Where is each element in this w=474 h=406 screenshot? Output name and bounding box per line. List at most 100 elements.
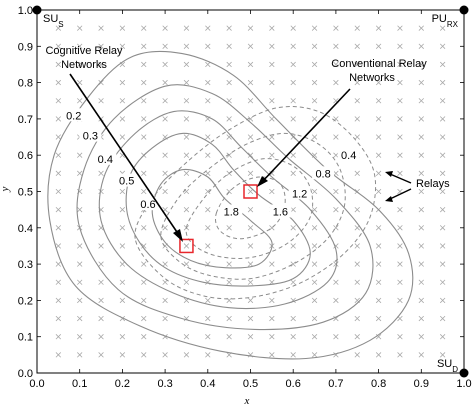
y-tick-label: 0.8 xyxy=(18,78,33,90)
relay-marker xyxy=(333,25,339,31)
relay-marker xyxy=(226,152,232,158)
conventional-label-bg xyxy=(312,166,335,180)
relay-marker xyxy=(226,25,232,31)
relay-marker xyxy=(418,188,424,195)
cognitive-contour xyxy=(98,110,338,310)
y-tick-label: 0.0 xyxy=(18,368,33,380)
relay-marker xyxy=(418,261,424,267)
cognitive-contour xyxy=(151,168,273,269)
relay-marker xyxy=(439,98,446,104)
relay-marker xyxy=(333,188,339,195)
cognitive-label-bg xyxy=(94,151,117,165)
relay-marker xyxy=(205,25,211,31)
relay-marker xyxy=(162,61,168,68)
contour-lines xyxy=(47,50,414,360)
relay-marker xyxy=(311,334,318,340)
relay-marker xyxy=(141,25,147,31)
relay-marker xyxy=(247,188,254,195)
relay-marker xyxy=(333,279,339,285)
relay-marker xyxy=(55,243,62,249)
relay-marker xyxy=(311,43,318,49)
relay-marker xyxy=(418,225,424,231)
relay-marker xyxy=(226,261,232,267)
x-tick-label: 1.0 xyxy=(456,378,471,390)
relay-marker xyxy=(418,243,424,249)
relay-marker xyxy=(311,315,318,322)
relay-marker xyxy=(439,315,446,322)
relay-marker xyxy=(290,261,296,267)
conventional-label-bg xyxy=(269,204,292,218)
relay-marker xyxy=(418,297,424,304)
relay-marker xyxy=(205,206,211,213)
relay-marker xyxy=(77,43,83,49)
relay-marker xyxy=(55,43,62,49)
relay-marker xyxy=(205,315,211,322)
relay-marker xyxy=(141,352,147,358)
x-tick-label: 0.6 xyxy=(286,378,301,390)
relay-marker xyxy=(354,98,360,104)
relay-marker xyxy=(98,243,104,249)
relay-marker xyxy=(418,170,424,177)
relay-marker xyxy=(205,352,211,358)
relay-marker xyxy=(55,61,62,68)
contour-labels: 0.40.81.21.61.80.20.30.40.50.6 xyxy=(62,108,360,218)
relay-marker xyxy=(183,152,190,158)
x-tick-label: 0.7 xyxy=(328,378,343,390)
conventional-label-line2: Networks xyxy=(349,72,395,84)
relay-marker xyxy=(141,79,147,86)
relay-marker xyxy=(162,79,168,86)
relay-marker xyxy=(418,134,424,140)
relay-marker xyxy=(205,297,211,304)
relay-marker xyxy=(183,98,190,104)
relay-marker xyxy=(354,25,360,31)
relay-marker xyxy=(354,116,360,122)
relay-marker xyxy=(269,261,275,267)
y-tick-label: 0.9 xyxy=(18,41,33,53)
relay-marker xyxy=(439,116,446,122)
relay-marker xyxy=(439,134,446,140)
relay-marker xyxy=(311,206,318,213)
relay-marker xyxy=(375,334,382,340)
relay-marker xyxy=(183,206,190,213)
conventional-contour-label: 0.4 xyxy=(341,150,356,162)
relay-marker xyxy=(119,334,126,340)
relay-marker xyxy=(226,225,232,231)
relay-marker xyxy=(55,152,62,158)
relay-marker xyxy=(98,98,104,104)
relay-marker xyxy=(77,315,83,322)
relay-marker xyxy=(119,98,126,104)
relay-marker xyxy=(375,261,382,267)
relay-marker xyxy=(354,352,360,358)
relay-marker xyxy=(418,206,424,213)
x-tick-label: 0.9 xyxy=(414,378,429,390)
relay-marker xyxy=(418,25,424,31)
relay-marker xyxy=(55,98,62,104)
relay-marker xyxy=(205,152,211,158)
relay-marker xyxy=(77,243,83,249)
relay-marker xyxy=(439,225,446,231)
relay-marker xyxy=(77,279,83,285)
conventional-contour-label: 1.6 xyxy=(273,206,288,218)
relay-marker xyxy=(162,352,168,358)
relay-marker xyxy=(119,43,126,49)
relay-marker xyxy=(77,170,83,177)
relay-marker xyxy=(98,43,104,49)
relay-marker xyxy=(269,188,275,195)
relay-marker xyxy=(247,261,254,267)
cognitive-annotation: Cognitive Relay Networks xyxy=(45,45,183,242)
y-tick-label: 1.0 xyxy=(18,5,33,17)
relay-marker xyxy=(290,116,296,122)
relay-marker xyxy=(439,25,446,31)
relay-marker xyxy=(141,243,147,249)
relay-marker xyxy=(354,206,360,213)
relay-marker xyxy=(333,261,339,267)
relay-marker xyxy=(141,188,147,195)
cognitive-label-line1: Cognitive Relay xyxy=(45,45,123,57)
x-tick-label: 0.2 xyxy=(115,378,130,390)
cognitive-contour-label: 0.4 xyxy=(98,154,113,166)
cognitive-label-bg xyxy=(62,108,85,122)
relay-marker xyxy=(269,116,275,122)
cognitive-arrowhead xyxy=(173,229,183,242)
relay-marker xyxy=(247,206,254,213)
